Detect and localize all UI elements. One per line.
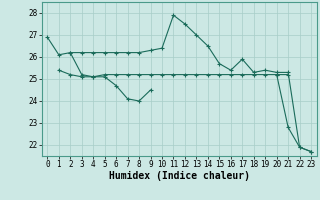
X-axis label: Humidex (Indice chaleur): Humidex (Indice chaleur) — [109, 171, 250, 181]
